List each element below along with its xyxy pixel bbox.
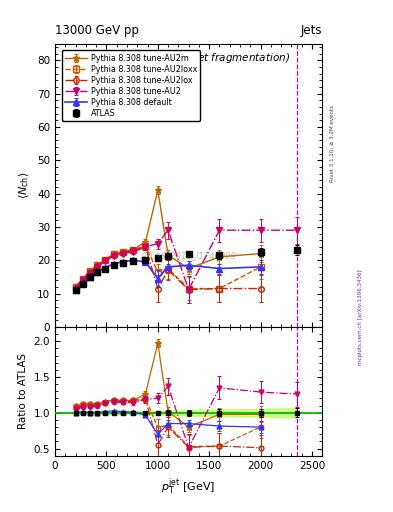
Text: Rivet 3.1.10; ≥ 3.2M events: Rivet 3.1.10; ≥ 3.2M events — [330, 105, 335, 182]
Text: ATLAS_2019_I1740909: ATLAS_2019_I1740909 — [141, 251, 237, 261]
Text: 13000 GeV pp: 13000 GeV pp — [55, 24, 139, 37]
Y-axis label: $\langle N_\mathrm{ch}\rangle$: $\langle N_\mathrm{ch}\rangle$ — [18, 172, 31, 199]
Text: Jets: Jets — [301, 24, 322, 37]
X-axis label: $p_{\rm T}^{\rm jet}$ [GeV]: $p_{\rm T}^{\rm jet}$ [GeV] — [162, 476, 216, 497]
Text: Average $N_{\rm ch}$ (ATLAS jet fragmentation): Average $N_{\rm ch}$ (ATLAS jet fragment… — [87, 51, 290, 65]
Y-axis label: Ratio to ATLAS: Ratio to ATLAS — [18, 353, 28, 430]
Legend: Pythia 8.308 tune-AU2m, Pythia 8.308 tune-AU2loxx, Pythia 8.308 tune-AU2lox, Pyt: Pythia 8.308 tune-AU2m, Pythia 8.308 tun… — [62, 50, 200, 121]
Text: mcplots.cern.ch [arXiv:1306.3436]: mcplots.cern.ch [arXiv:1306.3436] — [358, 270, 363, 365]
